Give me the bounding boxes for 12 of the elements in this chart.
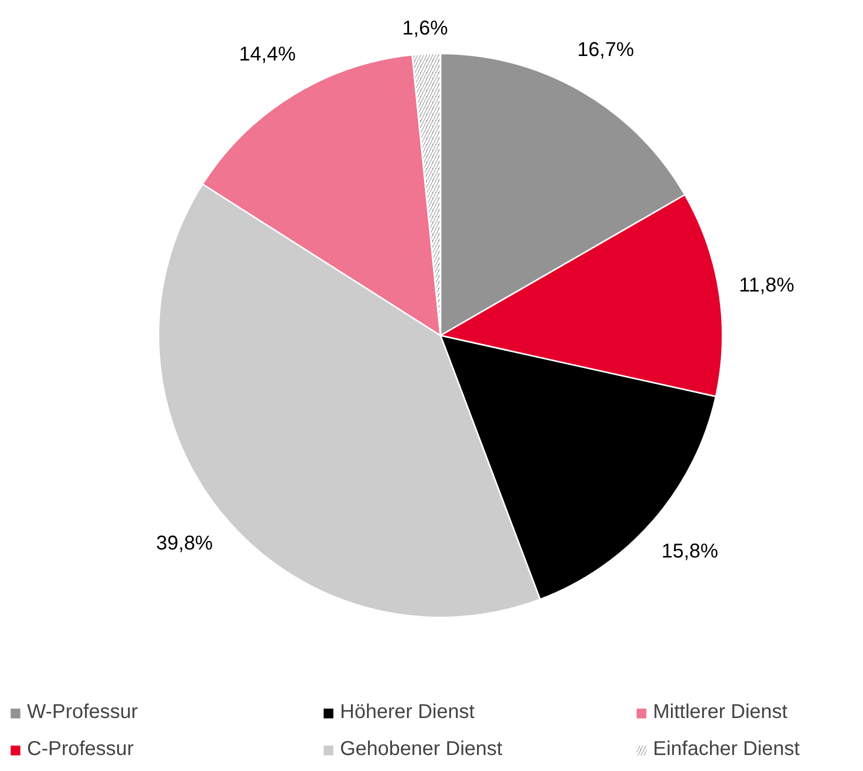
- legend-label: Gehobener Dienst: [340, 738, 504, 761]
- data-label: 16,7%: [577, 38, 634, 61]
- legend-label: Mittlerer Dienst: [653, 701, 788, 724]
- data-label: 39,8%: [156, 532, 214, 555]
- legend-label: C-Professur: [27, 738, 135, 761]
- legend-label: Höherer Dienst: [340, 701, 476, 724]
- legend-label: W-Professur: [27, 701, 139, 724]
- legend-label: Einfacher Dienst: [653, 738, 801, 761]
- data-label: 1,6%: [402, 18, 448, 40]
- data-label: 14,4%: [239, 44, 296, 66]
- data-label: 15,8%: [661, 540, 718, 563]
- data-label: 11,8%: [739, 274, 794, 296]
